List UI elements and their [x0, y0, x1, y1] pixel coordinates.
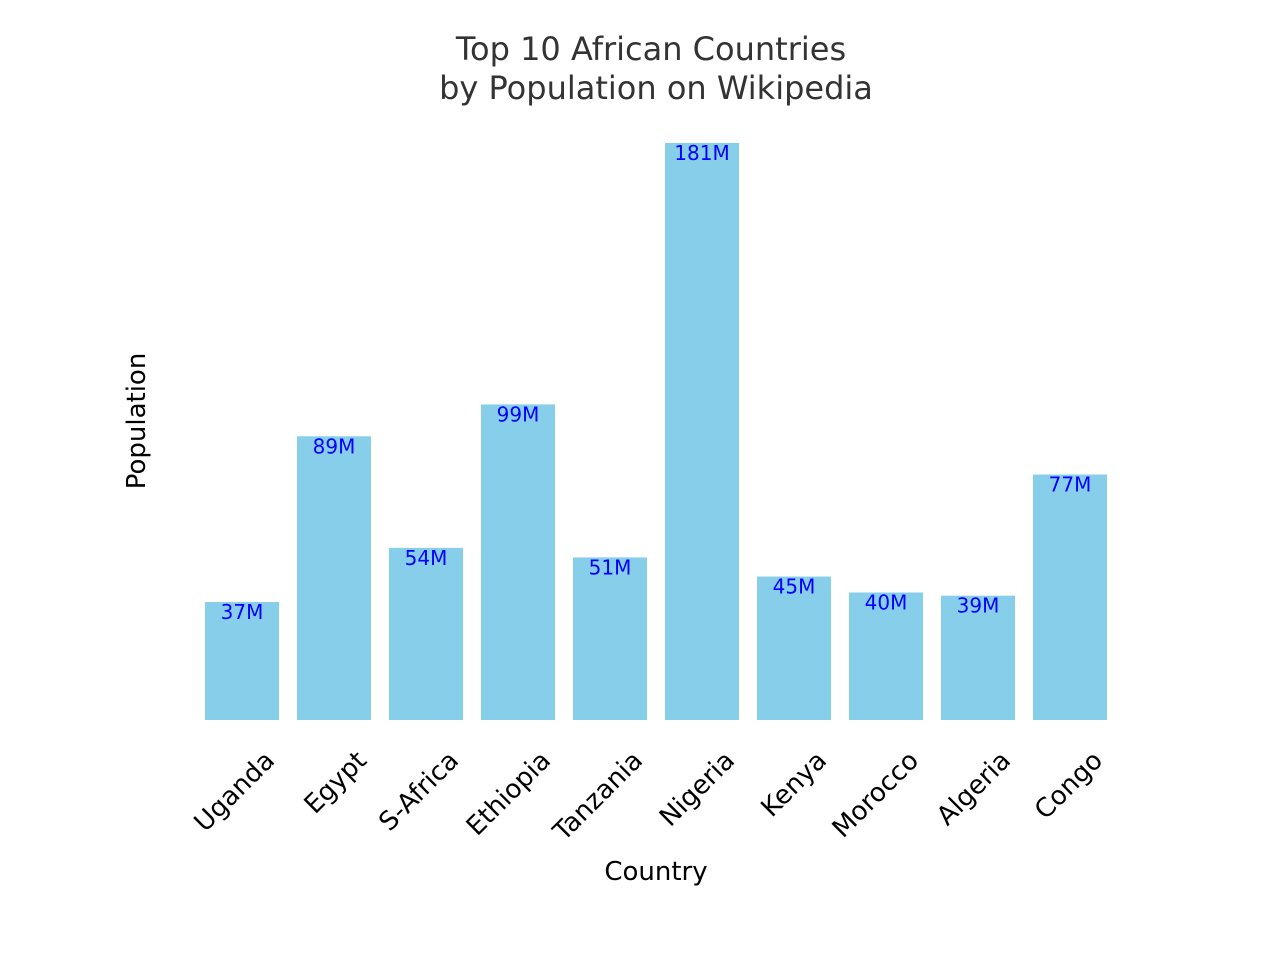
x-tick-label-algeria: Algeria [931, 746, 1017, 832]
data-label-tanzania: 51M [589, 555, 632, 579]
x-tick-label-s-africa: S-Africa [373, 746, 465, 838]
bar-nigeria [665, 143, 739, 720]
chart-title-line-2: by Population on Wikipedia [439, 69, 873, 107]
bar-tanzania [573, 557, 647, 720]
chart-title: Top 10 African Countries by Population o… [439, 30, 873, 107]
y-axis-label: Population [122, 353, 152, 490]
bars [205, 143, 1107, 720]
bar-algeria [941, 595, 1015, 720]
x-tick-label-kenya: Kenya [755, 746, 832, 823]
bar-morocco [849, 592, 923, 720]
chart-title-line-1: Top 10 African Countries [455, 30, 846, 68]
data-label-congo: 77M [1049, 473, 1092, 497]
data-label-morocco: 40M [865, 590, 908, 614]
bar-kenya [757, 576, 831, 720]
x-tick-label-morocco: Morocco [827, 746, 925, 844]
bar-egypt [297, 436, 371, 720]
x-axis-label: Country [604, 857, 707, 887]
data-label-egypt: 89M [313, 434, 356, 458]
bar-ethiopia [481, 404, 555, 720]
x-tick-label-nigeria: Nigeria [654, 746, 741, 833]
data-label-kenya: 45M [773, 575, 816, 599]
data-label-ethiopia: 99M [497, 402, 540, 426]
x-tick-label-uganda: Uganda [189, 746, 281, 838]
x-tick-label-tanzania: Tanzania [547, 746, 649, 848]
bar-s-africa [389, 547, 463, 720]
data-label-algeria: 39M [957, 594, 1000, 618]
data-label-uganda: 37M [221, 600, 264, 624]
x-tick-label-egypt: Egypt [299, 746, 373, 820]
bar-congo [1033, 474, 1107, 720]
x-tick-label-ethiopia: Ethiopia [461, 746, 557, 842]
bar-uganda [205, 602, 279, 720]
x-tick-label-congo: Congo [1029, 746, 1109, 826]
data-label-nigeria: 181M [674, 141, 729, 165]
data-labels: 37M 89M 54M 99M 51M 181M 45M 40M 39M 77M [221, 141, 1092, 624]
data-label-s-africa: 54M [405, 546, 448, 570]
